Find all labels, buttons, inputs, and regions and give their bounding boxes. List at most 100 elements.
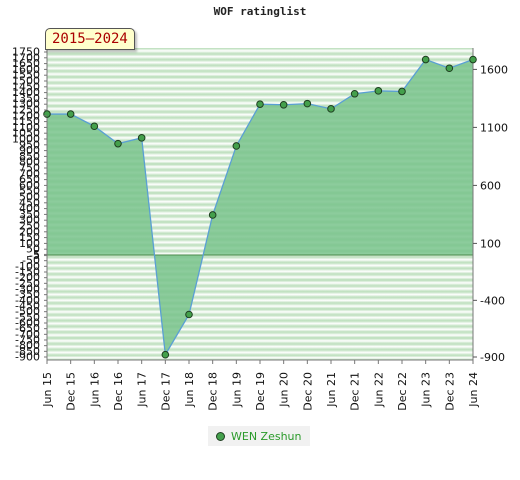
left-tick-label: 350 (19, 208, 40, 221)
x-tick-label: Jun 23 (420, 372, 433, 408)
data-point (161, 350, 170, 359)
x-tick-label: Jun 17 (136, 372, 149, 408)
left-tick-label: -50 (22, 254, 40, 267)
data-point (114, 139, 122, 148)
left-tick-label: 200 (19, 225, 40, 238)
left-tick-label: -500 (15, 305, 40, 318)
x-tick-label: Jun 21 (325, 372, 338, 408)
left-tick-label: 5 (33, 248, 40, 261)
grid-stripe (47, 256, 473, 263)
left-tick-label: -750 (15, 334, 40, 347)
x-tick-label: Dec 20 (301, 372, 314, 411)
left-tick-label: 750 (19, 162, 40, 175)
left-tick-label: 450 (19, 196, 40, 209)
right-tick-label: 100 (480, 237, 501, 250)
left-tick-label: -300 (15, 283, 40, 296)
grid-stripe (47, 77, 473, 83)
left-tick-label: -5 (29, 249, 40, 262)
grid-stripe (47, 297, 473, 304)
right-tick-label: 1100 (480, 121, 508, 134)
grid-stripe (47, 338, 473, 344)
grid-stripe (47, 48, 473, 54)
data-point (256, 100, 264, 108)
right-tick-label: -900 (480, 351, 505, 364)
left-tick-label: -400 (15, 294, 40, 307)
left-tick-label: 950 (19, 138, 40, 151)
data-point (350, 89, 359, 98)
x-tick-label: Dec 21 (349, 372, 362, 411)
grid-stripe (47, 343, 473, 350)
grid-stripe (47, 326, 473, 333)
left-tick-label: 1050 (12, 127, 40, 140)
left-tick-label: 850 (19, 150, 40, 163)
chart-legend: WEN Zeshun (208, 426, 310, 446)
x-tick-label: Dec 16 (112, 372, 125, 411)
left-tick-label: 300 (19, 214, 40, 227)
left-tick-label: 1700 (12, 51, 40, 64)
left-tick-label: 550 (19, 185, 40, 198)
left-tick-label: -450 (15, 300, 40, 313)
left-tick-label: 700 (19, 167, 40, 180)
left-tick-label: -350 (15, 288, 40, 301)
left-tick-label: 600 (19, 179, 40, 192)
left-tick-label: 1400 (12, 86, 40, 99)
data-point (66, 110, 75, 118)
date-range-badge: 2015–2024 (45, 28, 135, 50)
left-tick-label: 100 (19, 237, 40, 250)
left-tick-label: 150 (19, 231, 40, 244)
grid-stripe (47, 88, 473, 95)
grid-stripe (47, 309, 473, 315)
data-point (90, 122, 99, 131)
left-tick-label: -200 (15, 271, 40, 284)
left-tick-label: 1600 (12, 63, 40, 76)
left-tick-label: 1200 (12, 109, 40, 122)
data-point (208, 211, 217, 219)
left-tick-label: -900 (15, 351, 40, 364)
grid-stripe (47, 332, 473, 338)
right-tick-label: 1600 (480, 63, 508, 76)
left-tick-label: 650 (19, 173, 40, 186)
data-point (374, 87, 383, 95)
left-tick-label: -800 (15, 339, 40, 352)
x-tick-label: Jun 16 (88, 372, 101, 408)
x-tick-label: Jun 22 (372, 372, 385, 408)
x-tick-label: Dec 18 (207, 372, 220, 411)
grid-stripe (47, 65, 473, 72)
data-point (421, 55, 430, 64)
left-tick-label: -100 (15, 260, 40, 273)
grid-stripe (47, 285, 473, 292)
left-tick-label: 1650 (12, 57, 40, 70)
data-point (185, 310, 193, 319)
left-tick-label: 500 (19, 191, 40, 204)
grid-stripe (47, 280, 473, 286)
left-tick-label: 1250 (12, 104, 40, 117)
grid-stripe (47, 355, 473, 360)
grid-stripe (47, 82, 473, 89)
legend-marker (216, 431, 225, 441)
data-point (445, 64, 454, 73)
left-tick-label: -550 (15, 311, 40, 324)
left-tick-label: 1750 (12, 46, 40, 59)
grid-stripe (47, 94, 473, 101)
left-tick-label: -600 (15, 317, 40, 330)
grid-stripe (47, 274, 473, 280)
x-tick-label: Jun 18 (183, 372, 196, 408)
left-tick-label: -250 (15, 277, 40, 290)
left-tick-label: 1450 (12, 80, 40, 93)
data-point (232, 142, 241, 150)
right-tick-label: -400 (480, 294, 505, 307)
grid-stripe (47, 268, 473, 275)
grid-stripe (47, 314, 473, 321)
left-tick-label: -150 (15, 266, 40, 279)
legend-label: WEN Zeshun (231, 429, 302, 443)
data-point (398, 87, 406, 96)
data-point (303, 99, 312, 108)
left-tick-label: 250 (19, 220, 40, 233)
x-tick-label: Dec 19 (254, 372, 267, 411)
grid-stripe (47, 71, 473, 77)
data-point (137, 134, 146, 142)
left-tick-label: 1150 (12, 115, 40, 128)
left-tick-label: 1350 (12, 92, 40, 105)
data-point (43, 110, 51, 118)
